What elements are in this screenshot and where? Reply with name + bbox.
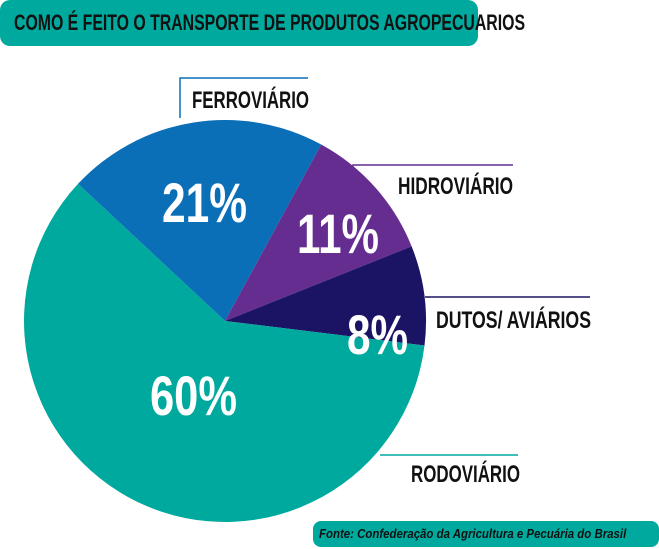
- label-dutos: DUTOS/ AVIÁRIOS: [436, 306, 591, 334]
- value-label-hidroviario: 11%: [297, 202, 379, 265]
- title-banner: COMO É FEITO O TRANSPORTE DE PRODUTOS AG…: [0, 0, 525, 46]
- pie-slice-rodoviario: [23, 183, 425, 523]
- label-hidroviario: HIDROVIÁRIO: [398, 172, 513, 200]
- pie-slice-dutos: [225, 246, 426, 346]
- label-rodoviario: RODOVIÁRIO: [411, 460, 520, 488]
- chart-title: COMO É FEITO O TRANSPORTE DE PRODUTOS AG…: [14, 10, 526, 35]
- pie-slice-ferroviario: [77, 119, 322, 321]
- value-label-rodoviario: 60%: [150, 364, 237, 427]
- leader-line-ferroviario: [179, 77, 308, 118]
- label-ferroviario: FERROVIÁRIO: [192, 86, 309, 114]
- source-note: Fonte: Confederação da Agricultura e Pec…: [319, 526, 627, 541]
- value-label-ferroviario: 21%: [162, 171, 247, 234]
- leader-line-hidroviario: [352, 164, 513, 190]
- pie-slice-hidroviario: [225, 144, 412, 321]
- source-banner: Fonte: Confederação da Agricultura e Pec…: [313, 521, 659, 547]
- value-label-dutos: 8%: [347, 303, 408, 366]
